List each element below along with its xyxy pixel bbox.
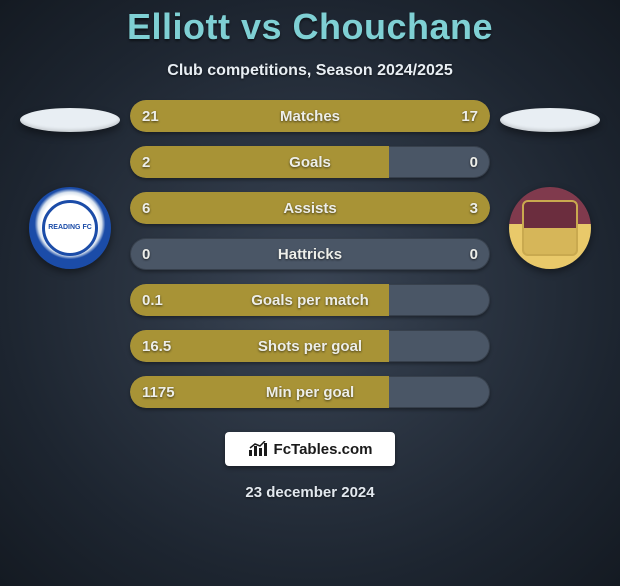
subtitle: Club competitions, Season 2024/2025 <box>0 62 620 80</box>
stat-row: 1175Min per goal <box>130 376 490 408</box>
stat-row: 6Assists3 <box>130 192 490 224</box>
right-marker-ellipse <box>500 108 600 132</box>
comparison-panel: READING FC 21Matches172Goals06Assists30H… <box>0 100 620 408</box>
stat-label: Goals per match <box>130 284 490 316</box>
left-marker-ellipse <box>20 108 120 132</box>
date-text: 23 december 2024 <box>0 484 620 501</box>
stat-value-right: 3 <box>470 192 478 224</box>
stat-label: Matches <box>130 100 490 132</box>
stat-value-right: 0 <box>470 238 478 270</box>
page-title: Elliott vs Chouchane <box>0 6 620 48</box>
left-crest-label: READING FC <box>42 200 98 256</box>
left-club-crest: READING FC <box>29 187 111 269</box>
stat-row: 0Hattricks0 <box>130 238 490 270</box>
right-crest-inner <box>522 200 578 256</box>
stat-row: 16.5Shots per goal <box>130 330 490 362</box>
right-side <box>490 100 610 269</box>
stat-row: 2Goals0 <box>130 146 490 178</box>
title-right: Chouchane <box>293 6 494 47</box>
left-side: READING FC <box>10 100 130 269</box>
stat-row: 0.1Goals per match <box>130 284 490 316</box>
stat-label: Assists <box>130 192 490 224</box>
stat-label: Shots per goal <box>130 330 490 362</box>
stat-label: Hattricks <box>130 238 490 270</box>
stat-label: Min per goal <box>130 376 490 408</box>
brand-badge: FcTables.com <box>225 432 395 466</box>
title-left: Elliott <box>127 6 230 47</box>
right-club-crest <box>509 187 591 269</box>
stat-value-right: 17 <box>461 100 478 132</box>
stat-bars: 21Matches172Goals06Assists30Hattricks00.… <box>130 100 490 408</box>
stat-row: 21Matches17 <box>130 100 490 132</box>
brand-chart-icon <box>248 441 268 457</box>
stat-value-right: 0 <box>470 146 478 178</box>
brand-text: FcTables.com <box>274 441 373 458</box>
title-vs: vs <box>241 6 282 47</box>
stat-label: Goals <box>130 146 490 178</box>
